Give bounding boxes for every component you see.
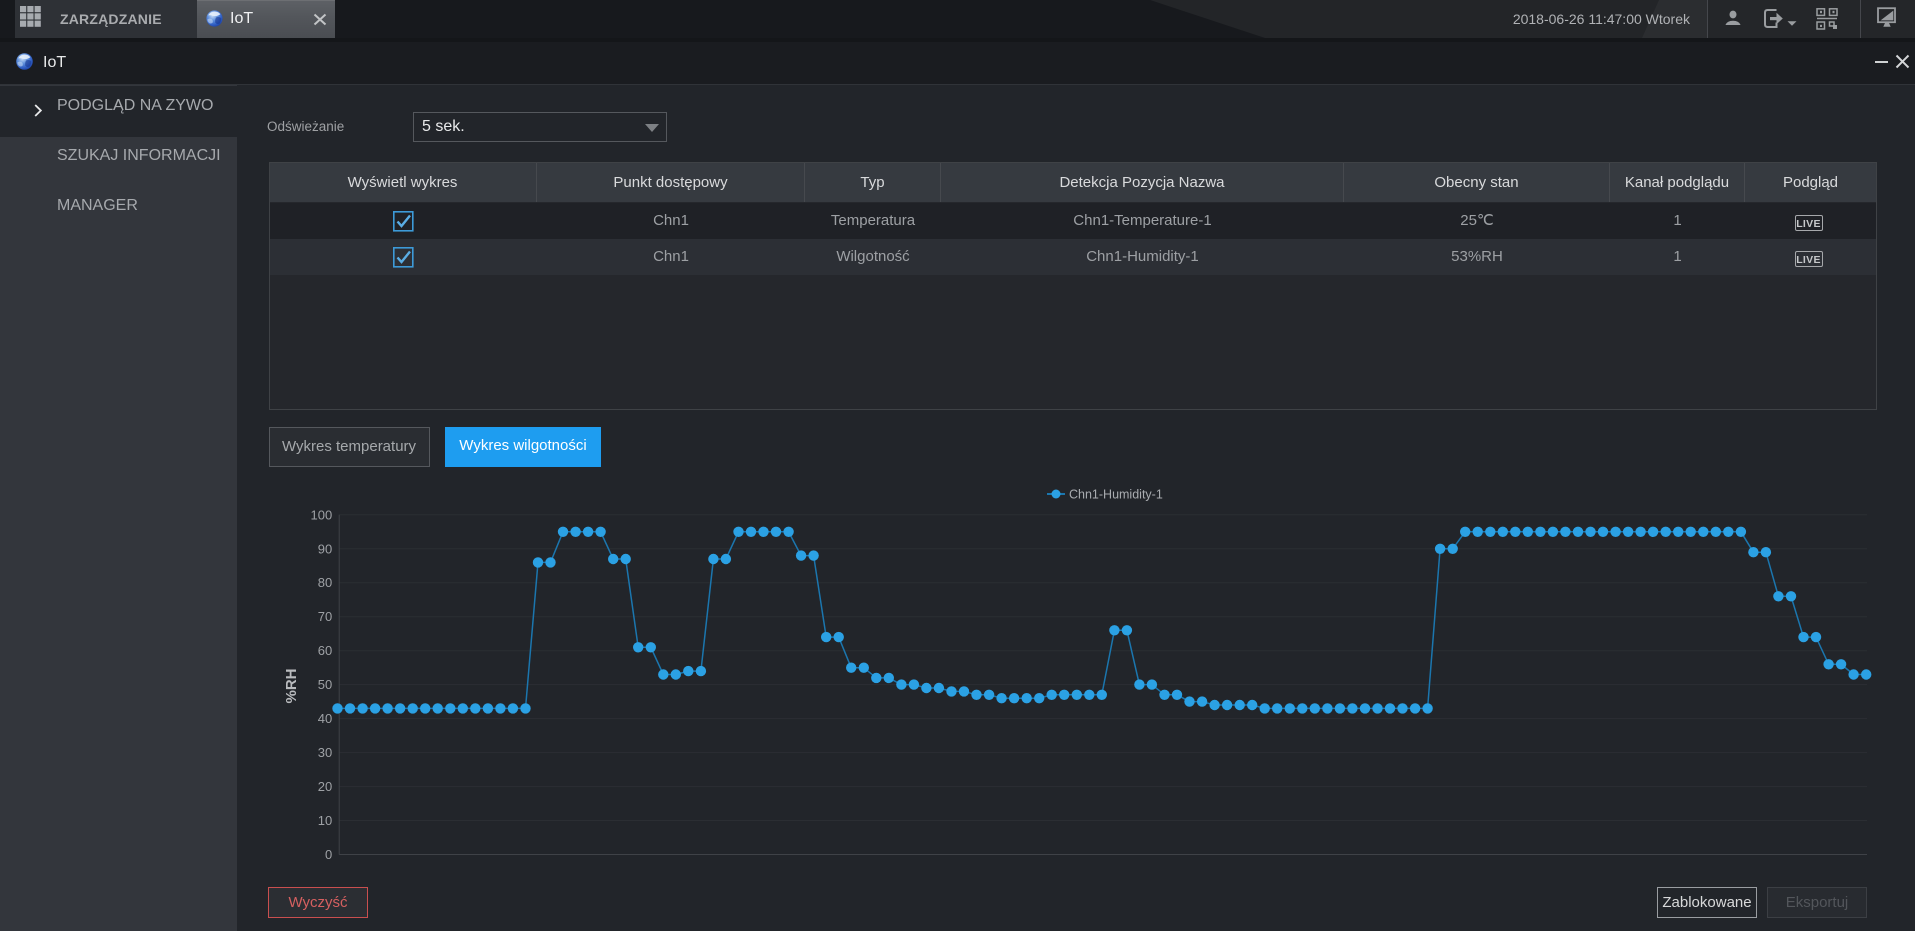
svg-text:Chn1-Humidity-1: Chn1-Humidity-1 — [1069, 488, 1163, 502]
svg-text:10: 10 — [318, 813, 332, 828]
svg-text:20: 20 — [318, 779, 332, 794]
svg-text:%RH: %RH — [283, 668, 300, 703]
svg-text:50: 50 — [318, 677, 332, 692]
svg-text:30: 30 — [318, 745, 332, 760]
svg-text:100: 100 — [310, 507, 332, 522]
svg-text:80: 80 — [318, 575, 332, 590]
svg-text:70: 70 — [318, 609, 332, 624]
svg-text:90: 90 — [318, 541, 332, 556]
svg-text:40: 40 — [318, 711, 332, 726]
svg-text:0: 0 — [325, 847, 332, 862]
svg-text:60: 60 — [318, 643, 332, 658]
